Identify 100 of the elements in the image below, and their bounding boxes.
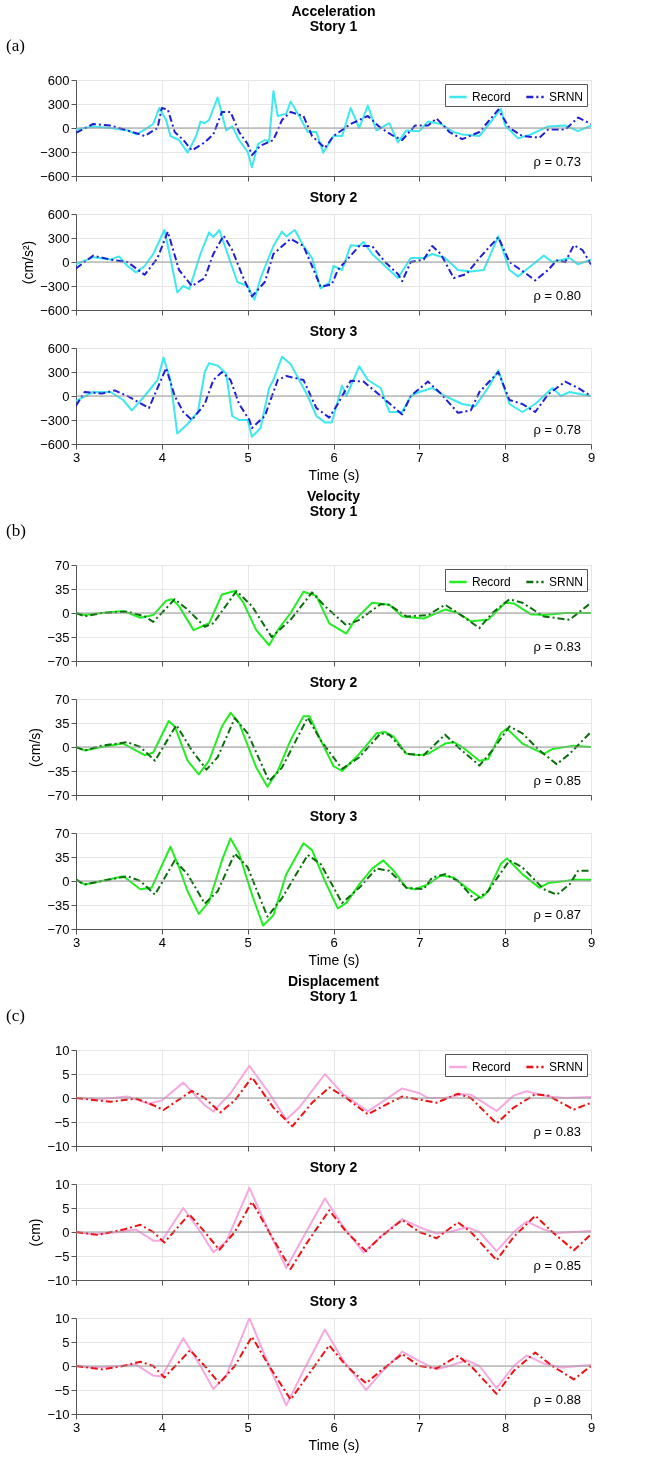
y-tick-label: 0 [62,1090,70,1106]
legend-label: Record [472,575,511,589]
y-tick-label: 5 [62,1066,70,1082]
legend-label: SRNN [549,575,584,589]
x-tick-label: 5 [244,934,252,950]
x-tick-label: 8 [502,934,510,950]
x-tick-label: 8 [502,1419,510,1435]
y-tick-label: 70 [55,825,70,841]
y-tick-label: −300 [40,412,70,428]
y-tick-label: 0 [62,873,70,889]
annotation: ρ = 0.83 [533,1124,581,1139]
chart-title: Story 3 [309,323,358,339]
line-series [76,90,591,169]
y-tick-label: 35 [55,849,70,865]
x-tick-label: 9 [587,934,596,950]
chart-title: Story 2 [309,674,358,690]
text: (b) [6,521,26,540]
y-tick-label: 600 [47,340,70,356]
y-tick-label: 5 [62,1200,70,1216]
annotation: ρ = 0.78 [533,422,581,437]
y-tick-label: 0 [62,388,70,404]
annotation: ρ = 0.80 [533,288,581,303]
y-tick-label: 70 [55,691,70,707]
annotation: ρ = 0.83 [533,639,581,654]
x-axis-title: Time (s) [308,1436,360,1453]
chart-title: Story 3 [309,808,358,824]
chart-title: Story 2 [309,1159,358,1175]
y-tick-label: −5 [54,1114,70,1130]
x-tick-label: 6 [330,449,338,465]
x-tick-label: 5 [244,449,252,465]
x-axis-title: Time (s) [308,466,360,483]
text: (a) [6,36,25,55]
y-tick-label: −35 [47,629,70,645]
x-tick-label: 3 [72,934,81,950]
y-tick-label: −70 [47,653,70,669]
y-tick-label: 35 [55,581,70,597]
y-tick-label: 0 [62,1224,70,1240]
y-tick-label: 300 [47,96,70,112]
y-axis-title: (cm) [27,1218,44,1247]
y-tick-label: −10 [47,1138,70,1154]
x-tick-label: 8 [502,449,510,465]
x-tick-label: 6 [330,1419,338,1435]
y-tick-label: 10 [55,1176,70,1192]
y-tick-label: 70 [55,557,70,573]
y-axis-title: (cm/s²) [20,240,37,285]
legend-label: Record [472,1060,511,1074]
chart-title: Story 2 [309,189,358,205]
y-tick-label: 5 [62,1334,70,1350]
annotation: ρ = 0.87 [533,907,581,922]
y-tick-label: 300 [47,230,70,246]
y-tick-label: 0 [62,120,70,136]
x-tick-label: 4 [158,449,166,465]
x-tick-label: 3 [72,1419,81,1435]
annotation: ρ = 0.85 [533,1258,581,1273]
legend-label: SRNN [549,1060,584,1074]
annotation: ρ = 0.85 [533,773,581,788]
x-tick-label: 7 [416,449,424,465]
x-tick-label: 7 [416,934,424,950]
chart-subtitle: Story 1 [309,988,358,1004]
y-tick-label: −300 [40,144,70,160]
y-tick-label: −10 [47,1406,70,1422]
y-tick-label: −10 [47,1272,70,1288]
y-tick-label: −5 [54,1382,70,1398]
legend-label: SRNN [549,90,584,104]
legend-label: Record [472,90,511,104]
y-tick-label: 600 [47,72,70,88]
x-axis-title: Time (s) [308,951,360,968]
x-tick-label: 7 [416,1419,424,1435]
y-tick-label: 600 [47,206,70,222]
y-tick-label: −5 [54,1248,70,1264]
y-tick-label: 0 [62,605,70,621]
x-tick-label: 4 [158,934,166,950]
y-tick-label: −600 [40,168,70,184]
chart-title: Displacement [287,973,380,989]
x-tick-label: 9 [587,449,596,465]
y-tick-label: −70 [47,787,70,803]
chart-title: Story 3 [309,1293,358,1309]
annotation: ρ = 0.88 [533,1392,581,1407]
y-tick-label: 10 [55,1042,70,1058]
x-tick-label: 3 [72,449,81,465]
x-tick-label: 6 [330,934,338,950]
x-tick-label: 4 [158,1419,166,1435]
y-tick-label: −600 [40,302,70,318]
y-tick-label: −35 [47,763,70,779]
chart-title: Acceleration [291,3,376,19]
x-tick-label: 9 [587,1419,596,1435]
y-tick-label: −600 [40,436,70,452]
y-tick-label: −300 [40,278,70,294]
y-tick-label: 0 [62,1358,70,1374]
chart-title: Velocity [307,488,361,504]
line-series [76,107,591,157]
y-tick-label: 0 [62,739,70,755]
y-tick-label: −35 [47,897,70,913]
y-tick-label: −70 [47,921,70,937]
chart-subtitle: Story 1 [309,18,358,34]
x-tick-label: 5 [244,1419,252,1435]
line-series [76,590,591,638]
y-tick-label: 0 [62,254,70,270]
y-tick-label: 10 [55,1310,70,1326]
annotation: ρ = 0.73 [533,154,581,169]
